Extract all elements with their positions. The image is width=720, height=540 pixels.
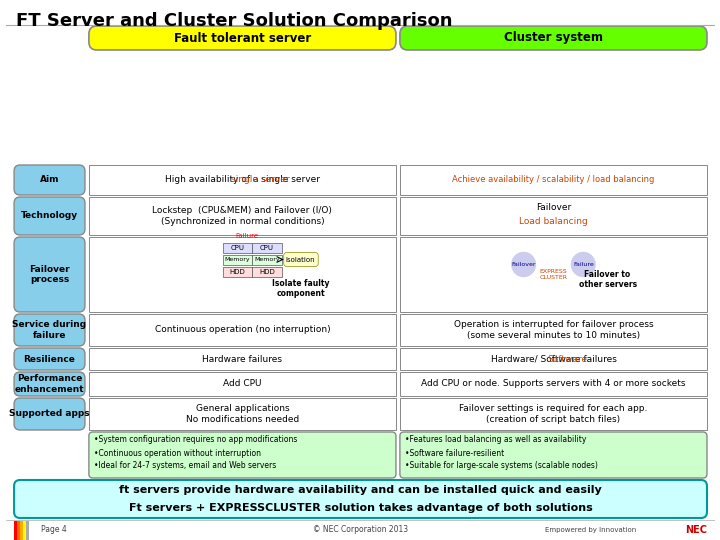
Text: Resilience: Resilience bbox=[24, 354, 76, 363]
Text: Failover: Failover bbox=[536, 204, 571, 213]
Text: Add CPU: Add CPU bbox=[223, 380, 261, 388]
Text: Software: Software bbox=[547, 354, 588, 363]
FancyBboxPatch shape bbox=[89, 165, 396, 195]
FancyBboxPatch shape bbox=[400, 197, 707, 235]
FancyBboxPatch shape bbox=[284, 253, 318, 267]
Text: EXPRESS
CLUSTER: EXPRESS CLUSTER bbox=[539, 269, 567, 280]
Text: High availability of a single server: High availability of a single server bbox=[165, 176, 320, 185]
Text: •Software failure-resilient: •Software failure-resilient bbox=[405, 449, 504, 457]
FancyBboxPatch shape bbox=[400, 237, 707, 312]
Text: Supported apps: Supported apps bbox=[9, 409, 90, 418]
FancyBboxPatch shape bbox=[222, 254, 252, 265]
Text: Empowered by Innovation: Empowered by Innovation bbox=[545, 527, 636, 533]
Text: Aim: Aim bbox=[40, 176, 59, 185]
Text: HDD: HDD bbox=[230, 268, 246, 274]
FancyBboxPatch shape bbox=[89, 348, 396, 370]
Bar bbox=[20, 521, 23, 540]
Text: Lockstep  (CPU&MEM) and Failover (I/O)
(Synchronized in normal conditions): Lockstep (CPU&MEM) and Failover (I/O) (S… bbox=[153, 206, 333, 226]
Text: Failure: Failure bbox=[235, 233, 259, 240]
Text: Isolate faulty
component: Isolate faulty component bbox=[271, 279, 329, 298]
Text: •Features load balancing as well as availability: •Features load balancing as well as avai… bbox=[405, 435, 586, 444]
FancyBboxPatch shape bbox=[89, 237, 396, 312]
Bar bbox=[26, 521, 29, 540]
Text: Ft servers + EXPRESSCLUSTER solution takes advantage of both solutions: Ft servers + EXPRESSCLUSTER solution tak… bbox=[129, 503, 593, 513]
FancyBboxPatch shape bbox=[400, 372, 707, 396]
Text: General applications
No modifications needed: General applications No modifications ne… bbox=[186, 404, 299, 424]
Circle shape bbox=[512, 253, 536, 276]
Text: © NEC Corporation 2013: © NEC Corporation 2013 bbox=[313, 525, 408, 535]
Text: Hardware failures: Hardware failures bbox=[202, 354, 282, 363]
Text: •Suitable for large-scale systems (scalable nodes): •Suitable for large-scale systems (scala… bbox=[405, 462, 598, 470]
Bar bbox=[14, 521, 17, 540]
Text: •System configuration requires no app modifications: •System configuration requires no app mo… bbox=[94, 435, 297, 444]
Text: FT Server and Cluster Solution Comparison: FT Server and Cluster Solution Compariso… bbox=[16, 12, 453, 30]
Text: HDD: HDD bbox=[259, 268, 275, 274]
Text: Operation is interrupted for failover process
(some several minutes to 10 minute: Operation is interrupted for failover pr… bbox=[454, 320, 653, 340]
Text: Memory: Memory bbox=[225, 257, 251, 262]
Text: •Continuous operation without interruption: •Continuous operation without interrupti… bbox=[94, 449, 261, 457]
FancyBboxPatch shape bbox=[252, 242, 282, 253]
FancyBboxPatch shape bbox=[89, 197, 396, 235]
Text: Page 4: Page 4 bbox=[40, 525, 66, 535]
FancyBboxPatch shape bbox=[89, 398, 396, 430]
Text: Load balancing: Load balancing bbox=[519, 218, 588, 226]
FancyBboxPatch shape bbox=[14, 314, 85, 346]
Text: Continuous operation (no interruption): Continuous operation (no interruption) bbox=[155, 326, 330, 334]
Text: Achieve availability / scalability / load balancing: Achieve availability / scalability / loa… bbox=[452, 176, 654, 185]
Text: Failover to
other servers: Failover to other servers bbox=[578, 270, 636, 289]
FancyBboxPatch shape bbox=[400, 432, 707, 478]
FancyBboxPatch shape bbox=[14, 348, 85, 370]
FancyBboxPatch shape bbox=[89, 26, 396, 50]
Text: single server: single server bbox=[231, 176, 289, 185]
Text: Failover: Failover bbox=[511, 262, 536, 267]
Bar bbox=[23, 521, 26, 540]
FancyBboxPatch shape bbox=[400, 165, 707, 195]
FancyBboxPatch shape bbox=[252, 254, 282, 265]
FancyBboxPatch shape bbox=[222, 267, 252, 276]
Text: •Ideal for 24-7 systems, email and Web servers: •Ideal for 24-7 systems, email and Web s… bbox=[94, 462, 276, 470]
FancyBboxPatch shape bbox=[89, 432, 396, 478]
FancyBboxPatch shape bbox=[252, 267, 282, 276]
FancyBboxPatch shape bbox=[89, 372, 396, 396]
Circle shape bbox=[572, 253, 595, 276]
Text: Isolation: Isolation bbox=[286, 256, 315, 262]
Text: Add CPU or node. Supports servers with 4 or more sockets: Add CPU or node. Supports servers with 4… bbox=[421, 380, 685, 388]
FancyBboxPatch shape bbox=[14, 197, 85, 235]
Text: Failover settings is required for each app.
(creation of script batch files): Failover settings is required for each a… bbox=[459, 404, 647, 424]
Text: CPU: CPU bbox=[230, 245, 245, 251]
Text: Technology: Technology bbox=[21, 212, 78, 220]
FancyBboxPatch shape bbox=[14, 398, 85, 430]
FancyBboxPatch shape bbox=[14, 372, 85, 396]
Text: Cluster system: Cluster system bbox=[504, 31, 603, 44]
Text: NEC: NEC bbox=[685, 525, 707, 535]
FancyBboxPatch shape bbox=[400, 314, 707, 346]
Text: ft servers provide hardware availability and can be installed quick and easily: ft servers provide hardware availability… bbox=[119, 485, 602, 495]
Text: Performance
enhancement: Performance enhancement bbox=[14, 374, 84, 394]
FancyBboxPatch shape bbox=[222, 242, 252, 253]
Bar bbox=[17, 521, 20, 540]
Text: Service during
failure: Service during failure bbox=[12, 320, 86, 340]
Text: Failure: Failure bbox=[573, 262, 594, 267]
Text: Fault tolerant server: Fault tolerant server bbox=[174, 31, 311, 44]
FancyBboxPatch shape bbox=[400, 348, 707, 370]
Text: Memory: Memory bbox=[254, 257, 280, 262]
FancyBboxPatch shape bbox=[14, 480, 707, 518]
FancyBboxPatch shape bbox=[400, 26, 707, 50]
FancyBboxPatch shape bbox=[14, 165, 85, 195]
Text: CPU: CPU bbox=[260, 245, 274, 251]
Text: Hardware/ Software failures: Hardware/ Software failures bbox=[490, 354, 616, 363]
Text: Failover
process: Failover process bbox=[30, 265, 70, 284]
FancyBboxPatch shape bbox=[14, 237, 85, 312]
FancyBboxPatch shape bbox=[89, 314, 396, 346]
FancyBboxPatch shape bbox=[400, 398, 707, 430]
